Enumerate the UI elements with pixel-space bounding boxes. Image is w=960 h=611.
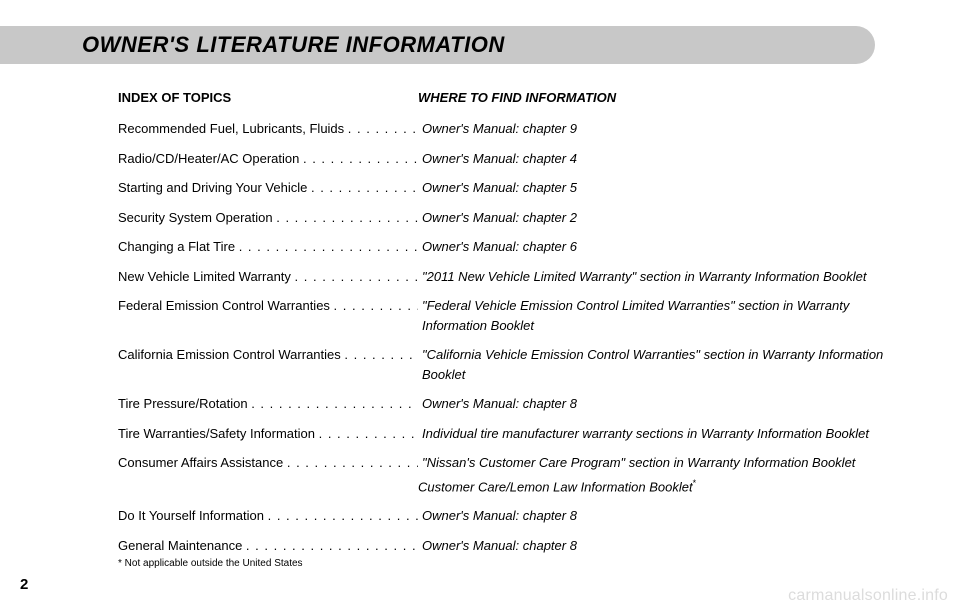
- entry-topic: General Maintenance: [118, 536, 246, 556]
- column-headers: INDEX OF TOPICS WHERE TO FIND INFORMATIO…: [118, 90, 898, 105]
- entry-topic-wrap: Radio/CD/Heater/AC Operation . . . . . .…: [118, 149, 418, 169]
- index-entry: Do It Yourself Information . . . . . . .…: [118, 506, 898, 526]
- entry-topic: Consumer Affairs Assistance: [118, 453, 287, 473]
- entry-topic: New Vehicle Limited Warranty: [118, 267, 295, 287]
- entry-leader-dots: . . . . . . . . . . . . . . . . . . . . …: [268, 506, 418, 526]
- entry-topic: Do It Yourself Information: [118, 506, 268, 526]
- entry-topic: California Emission Control Warranties: [118, 345, 344, 384]
- entry-topic: Radio/CD/Heater/AC Operation: [118, 149, 303, 169]
- entry-reference: Owner's Manual: chapter 4: [418, 149, 898, 169]
- entry-topic-wrap: Security System Operation . . . . . . . …: [118, 208, 418, 228]
- entry-reference: Owner's Manual: chapter 2: [418, 208, 898, 228]
- entry-topic-wrap: Tire Pressure/Rotation . . . . . . . . .…: [118, 394, 418, 414]
- index-entry: Changing a Flat Tire . . . . . . . . . .…: [118, 237, 898, 257]
- index-entry: California Emission Control Warranties .…: [118, 345, 898, 384]
- entry-topic: Security System Operation: [118, 208, 276, 228]
- entry-reference: "Federal Vehicle Emission Control Limite…: [418, 296, 898, 335]
- entry-leader-dots: . . . . . . . . . . . . . . . . . . . . …: [295, 267, 418, 287]
- entry-reference: Owner's Manual: chapter 8: [418, 394, 898, 414]
- index-entry: Recommended Fuel, Lubricants, Fluids . .…: [118, 119, 898, 139]
- index-entry: New Vehicle Limited Warranty . . . . . .…: [118, 267, 898, 287]
- entry-reference: Individual tire manufacturer warranty se…: [418, 424, 898, 444]
- entry-reference: "2011 New Vehicle Limited Warranty" sect…: [418, 267, 898, 287]
- header-banner: OWNER'S LITERATURE INFORMATION: [0, 26, 875, 64]
- index-entry: Tire Pressure/Rotation . . . . . . . . .…: [118, 394, 898, 414]
- index-entry: Security System Operation . . . . . . . …: [118, 208, 898, 228]
- entry-topic-wrap: Recommended Fuel, Lubricants, Fluids . .…: [118, 119, 418, 139]
- entry-topic: Tire Pressure/Rotation: [118, 394, 251, 414]
- header-title: OWNER'S LITERATURE INFORMATION: [82, 32, 505, 58]
- entry-leader-dots: . . . . . . . . . . . . . . . . . . . . …: [311, 178, 418, 198]
- entry-leader-dots: . . . . . . . . . . . . . . . . . . . . …: [348, 119, 418, 139]
- entry-leader-dots: . . . . . . . . . . . . . . . . . . . . …: [319, 424, 418, 444]
- entry-topic: Recommended Fuel, Lubricants, Fluids: [118, 119, 348, 139]
- entry-topic-wrap: Tire Warranties/Safety Information . . .…: [118, 424, 418, 444]
- entry-leader-dots: . . . . . . . . . . . . . . . . . . . . …: [276, 208, 418, 228]
- entry-reference: "Nissan's Customer Care Program" section…: [418, 453, 898, 473]
- entry-reference: Owner's Manual: chapter 9: [418, 119, 898, 139]
- entry-reference: Owner's Manual: chapter 8: [418, 506, 898, 526]
- entry-topic-wrap: Starting and Driving Your Vehicle . . . …: [118, 178, 418, 198]
- entry-topic: Starting and Driving Your Vehicle: [118, 178, 311, 198]
- index-entry: Consumer Affairs Assistance . . . . . . …: [118, 453, 898, 473]
- entry-leader-dots: . . . . . . . . . . . . . . . . . . . . …: [287, 453, 418, 473]
- footnote: * Not applicable outside the United Stat…: [118, 558, 303, 569]
- entry-reference-extra: Customer Care/Lemon Law Information Book…: [418, 477, 898, 497]
- entry-topic: Changing a Flat Tire: [118, 237, 239, 257]
- footnote-marker: *: [693, 478, 697, 488]
- entry-topic-wrap: New Vehicle Limited Warranty . . . . . .…: [118, 267, 418, 287]
- entry-topic-wrap: General Maintenance . . . . . . . . . . …: [118, 536, 418, 556]
- entry-topic: Federal Emission Control Warranties: [118, 296, 334, 335]
- entry-topic-wrap: Changing a Flat Tire . . . . . . . . . .…: [118, 237, 418, 257]
- entry-reference: Owner's Manual: chapter 5: [418, 178, 898, 198]
- index-entry: Starting and Driving Your Vehicle . . . …: [118, 178, 898, 198]
- entry-leader-dots: . . . . . . . . . . . . . . . . . . . . …: [239, 237, 418, 257]
- index-entry: Tire Warranties/Safety Information . . .…: [118, 424, 898, 444]
- index-entry: Radio/CD/Heater/AC Operation . . . . . .…: [118, 149, 898, 169]
- entry-reference: Owner's Manual: chapter 6: [418, 237, 898, 257]
- index-entry: Federal Emission Control Warranties . . …: [118, 296, 898, 335]
- column-header-where: WHERE TO FIND INFORMATION: [418, 90, 616, 105]
- entry-leader-dots: . . . . . . . . . . . . . . . . . . . . …: [246, 536, 418, 556]
- index-entry: General Maintenance . . . . . . . . . . …: [118, 536, 898, 556]
- entry-topic-wrap: Federal Emission Control Warranties . . …: [118, 296, 418, 335]
- watermark: carmanualsonline.info: [788, 587, 948, 605]
- entry-topic: Tire Warranties/Safety Information: [118, 424, 319, 444]
- entry-leader-dots: . . . . . . . . . . . . . . . . . . . . …: [303, 149, 418, 169]
- entries-list: Recommended Fuel, Lubricants, Fluids . .…: [118, 119, 898, 555]
- page-number: 2: [20, 576, 28, 593]
- entry-reference: Owner's Manual: chapter 8: [418, 536, 898, 556]
- entry-topic-wrap: Consumer Affairs Assistance . . . . . . …: [118, 453, 418, 473]
- content-area: INDEX OF TOPICS WHERE TO FIND INFORMATIO…: [118, 90, 898, 565]
- entry-topic-wrap: California Emission Control Warranties .…: [118, 345, 418, 384]
- entry-leader-dots: . . . . . . . . . . . . . . . . . . . . …: [251, 394, 418, 414]
- column-header-topics: INDEX OF TOPICS: [118, 90, 418, 105]
- entry-topic-wrap: Do It Yourself Information . . . . . . .…: [118, 506, 418, 526]
- entry-leader-dots: . . . . . . . . . . . . . . . . . . . . …: [344, 345, 418, 384]
- entry-leader-dots: . . . . . . . . . . . . . . . . . . . . …: [334, 296, 418, 335]
- entry-reference: "California Vehicle Emission Control War…: [418, 345, 898, 384]
